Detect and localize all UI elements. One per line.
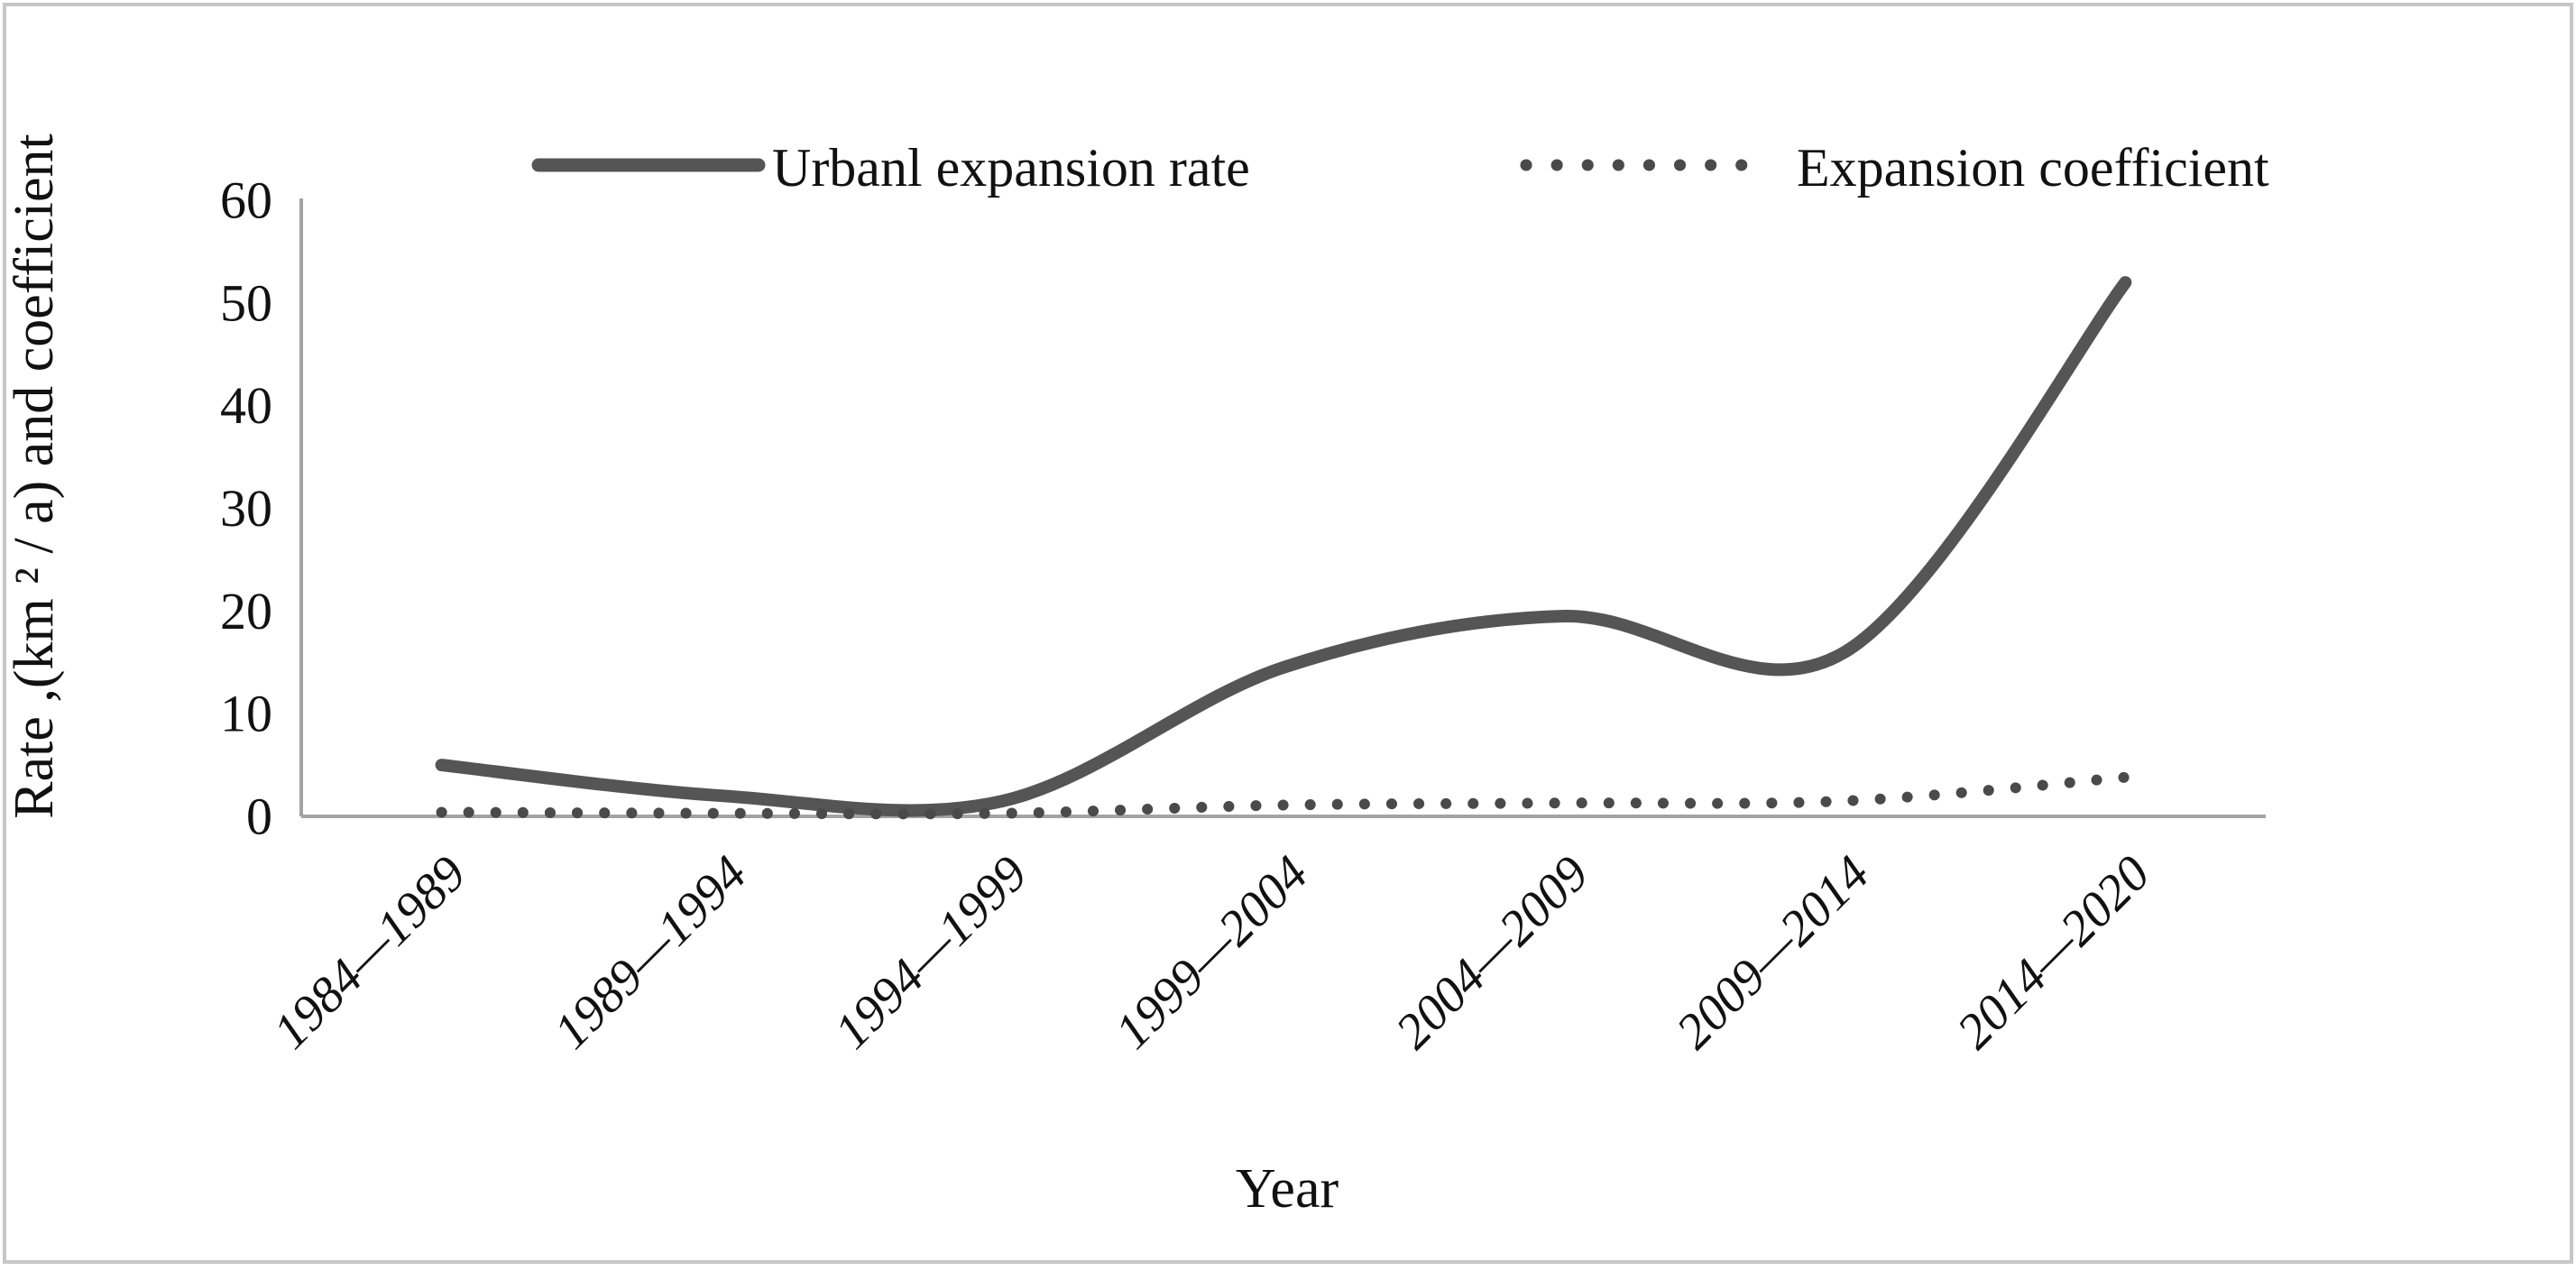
y-axis-tick-labels: 0 10 20 30 40 50 60 [220,171,272,846]
x-category-label: 2004—2009 [1385,845,1599,1059]
x-category-label: 1999—2004 [1105,845,1319,1059]
y-tick-label-30: 30 [220,479,272,538]
series-lines [435,276,2132,820]
legend: Urbanl expansion rate Expansion coeffici… [531,138,2269,198]
y-tick-label-40: 40 [220,376,272,435]
x-category-label: 2014—2020 [1946,845,2160,1059]
y-tick-label-0: 0 [246,787,272,846]
x-category-label: 1984—1989 [262,845,476,1059]
y-tick-label-10: 10 [220,685,272,743]
figure-frame [3,3,2573,1264]
series-expansion-coefficient [436,771,2131,820]
x-category-label: 1994—1999 [824,845,1038,1059]
y-tick-label-20: 20 [220,582,272,640]
y-tick-label-60: 60 [220,171,272,230]
x-category-label: 1989—1994 [543,845,757,1059]
series-urban-expansion-rate [435,276,2132,817]
x-axis-category-labels: 1984—1989 1989—1994 1994—1999 1999—2004 2004… [262,845,2160,1059]
y-tick-label-50: 50 [220,273,272,332]
legend-label-urban-expansion-rate: Urbanl expansion rate [772,138,1250,198]
x-category-label: 2009—2014 [1666,845,1880,1059]
legend-label-expansion-coefficient: Expansion coefficient [1797,138,2269,198]
x-axis-title: Year [1236,1158,1339,1220]
y-axis-title: Rate ,(km ² / a) and coefficient [4,134,65,818]
